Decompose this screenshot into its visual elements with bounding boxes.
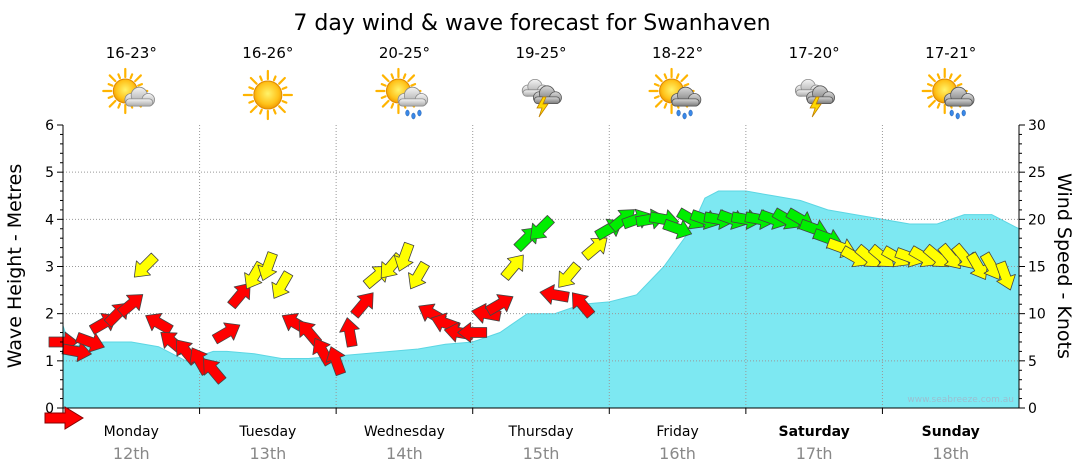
wind-arrow — [662, 218, 693, 240]
right-tick-label: 30 — [1028, 118, 1046, 134]
wind-arrow — [995, 260, 1016, 291]
wind-arrow — [116, 294, 144, 318]
left-tick-label: 5 — [45, 165, 54, 181]
wind-arrow — [211, 322, 241, 345]
day-temperature: 16-23° — [106, 44, 157, 62]
day-date-label: 15th — [523, 444, 560, 463]
right-tick-label: 0 — [1028, 401, 1037, 417]
wind-arrow — [484, 294, 514, 316]
right-tick-label: 5 — [1028, 354, 1037, 370]
day-temperature: 20-25° — [379, 44, 430, 62]
day-temperature: 19-25° — [515, 44, 566, 62]
day-date-label: 13th — [249, 444, 286, 463]
wind-arrow — [581, 237, 608, 261]
left-tick-label: 4 — [45, 212, 54, 228]
day-temperature: 17-21° — [925, 44, 976, 62]
partly-cloudy-icon — [102, 67, 155, 115]
wind-arrow — [75, 332, 105, 353]
left-axis-title: Wave Height - Metres — [4, 164, 26, 368]
storm-icon — [794, 79, 835, 118]
watermark: www.seabreeze.com.au — [907, 395, 1014, 405]
left-tick-label: 3 — [45, 260, 54, 276]
left-tick-label: 6 — [45, 118, 54, 134]
right-tick-label: 25 — [1028, 165, 1046, 181]
day-name-label: Tuesday — [238, 424, 296, 440]
day-headers: 16-23° 16-26° 20-25° 19-25° 18-22° 17-20° 17-2… — [102, 44, 976, 121]
day-name-label: Saturday — [779, 424, 850, 440]
day-name-label: Monday — [104, 424, 159, 440]
sun-rain-icon — [921, 67, 975, 120]
left-tick-label: 2 — [45, 307, 54, 323]
right-axis-title: Wind Speed - Knots — [1053, 173, 1075, 359]
wind-arrow — [457, 322, 488, 343]
sunny-icon — [242, 69, 293, 121]
wind-arrow — [133, 252, 159, 278]
wind-arrow — [393, 241, 415, 272]
wind-arrow — [61, 341, 92, 362]
left-tick-label: 0 — [45, 401, 54, 417]
wind-arrow — [558, 261, 582, 288]
day-date-label: 12th — [113, 444, 150, 463]
left-y-ticks: 0 1 2 3 4 5 6 — [45, 118, 63, 417]
wind-arrows — [48, 207, 1016, 385]
wind-arrow — [203, 358, 227, 385]
plot-area — [48, 125, 1020, 409]
wind-arrow — [571, 292, 596, 319]
wind-arrow — [145, 313, 174, 335]
chart-title: 7 day wind & wave forecast for Swanhaven — [293, 11, 770, 36]
day-date-label: 14th — [386, 444, 423, 463]
wind-arrow — [339, 317, 360, 348]
day-date-label: 17th — [796, 444, 833, 463]
day-name-label: Thursday — [507, 424, 573, 440]
wind-arrow — [408, 260, 430, 290]
current-time-arrow — [44, 406, 84, 430]
day-name-label: Wednesday — [364, 424, 445, 440]
day-temperature: 18-22° — [652, 44, 703, 62]
right-y-ticks: 0 5 10 15 20 25 30 — [1019, 118, 1046, 417]
wind-arrow — [257, 251, 278, 281]
storm-icon — [521, 79, 562, 118]
day-name-label: Sunday — [922, 424, 980, 440]
wind-arrow — [966, 251, 989, 280]
day-temperature: 16-26° — [242, 44, 293, 62]
wind-arrow — [350, 292, 374, 319]
right-tick-label: 20 — [1028, 212, 1046, 228]
wind-arrow — [529, 214, 555, 240]
day-date-label: 18th — [932, 444, 969, 463]
grid-lines — [63, 125, 1019, 408]
wind-arrow — [227, 282, 251, 310]
wind-arrow — [325, 346, 346, 377]
sun-rain-icon — [648, 67, 702, 120]
day-labels: Monday 12th Tuesday 13th Wednesday 14th Thursd… — [62, 408, 980, 463]
wind-arrow — [539, 284, 570, 305]
right-tick-label: 15 — [1028, 260, 1046, 276]
day-name-label: Friday — [656, 424, 698, 440]
left-tick-label: 1 — [45, 354, 54, 370]
right-tick-label: 10 — [1028, 307, 1046, 323]
sun-showers-icon — [375, 67, 429, 120]
wind-arrow — [500, 254, 524, 281]
wind-arrow — [271, 270, 294, 299]
day-date-label: 16th — [659, 444, 696, 463]
day-temperature: 17-20° — [789, 44, 840, 62]
